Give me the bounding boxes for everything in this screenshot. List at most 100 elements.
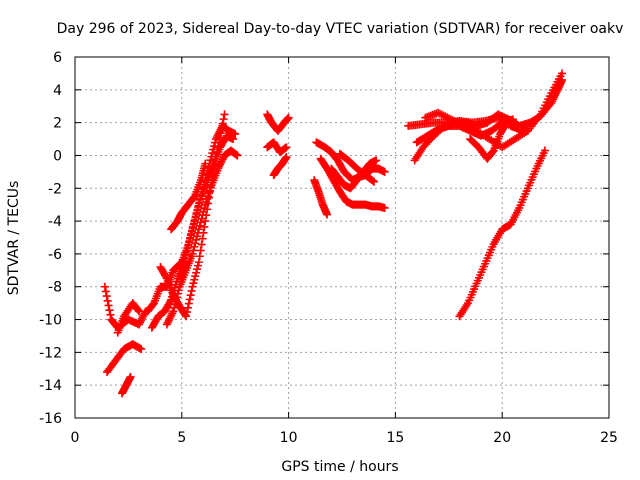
data-point <box>182 312 191 321</box>
data-point <box>103 296 112 305</box>
data-point <box>174 286 183 295</box>
data-point <box>126 372 135 381</box>
data-point <box>196 218 205 227</box>
chart-title: Day 296 of 2023, Sidereal Day-to-day VTE… <box>57 21 624 37</box>
data-point <box>197 214 206 223</box>
data-point <box>169 307 178 316</box>
y-tick-label: 0 <box>53 148 62 164</box>
data-point <box>380 203 389 212</box>
data-point <box>172 296 181 305</box>
data-point <box>104 301 113 310</box>
data-point <box>199 184 208 193</box>
data-point <box>231 130 240 139</box>
y-tick-label: -16 <box>39 411 62 427</box>
data-point <box>199 207 208 216</box>
data-point <box>161 272 170 281</box>
data-point <box>198 211 207 220</box>
data-point <box>105 306 114 315</box>
data-point <box>106 310 115 319</box>
data-point <box>218 119 227 128</box>
data-point <box>457 120 466 129</box>
series-arc-4 <box>113 299 144 337</box>
data-point <box>182 247 191 256</box>
data-point <box>194 225 203 234</box>
data-point <box>181 251 190 260</box>
x-tick-label: 5 <box>177 430 186 446</box>
data-point <box>206 156 215 165</box>
x-tick-label: 25 <box>600 430 618 446</box>
data-point <box>190 275 199 284</box>
data-point <box>191 272 200 281</box>
x-tick-label: 10 <box>280 430 298 446</box>
series-arc-2 <box>103 340 146 377</box>
x-axis-label: GPS time / hours <box>281 459 398 475</box>
data-point <box>189 222 198 231</box>
data-point <box>233 151 242 160</box>
axis-ticks: 0 5 10 15 20 25 -16 -14 -12 -10 -8 -6 -4 -2 0 2 4 6 <box>39 50 618 446</box>
series-arc-22 <box>466 118 520 163</box>
data-point <box>184 240 193 249</box>
series-arc-21 <box>421 69 567 152</box>
data-point <box>194 258 203 267</box>
data-point <box>187 286 196 295</box>
data-point <box>197 240 206 249</box>
data-point <box>193 232 202 241</box>
data-point <box>284 113 293 122</box>
data-point <box>372 156 381 165</box>
data-point <box>282 143 291 152</box>
data-point <box>558 69 567 78</box>
data-point <box>170 303 179 312</box>
series-arc-9 <box>167 159 210 234</box>
data-point <box>192 208 201 217</box>
y-tick-label: 4 <box>53 83 62 99</box>
series-arc-23 <box>455 146 549 321</box>
data-point <box>189 246 198 255</box>
data-point <box>137 345 146 354</box>
data-point <box>193 261 202 270</box>
x-tick-label: 20 <box>493 430 511 446</box>
data-point <box>201 159 210 168</box>
data-point <box>185 295 194 304</box>
data-point <box>208 149 217 158</box>
data-point <box>188 282 197 291</box>
data-point <box>101 287 110 296</box>
data-point <box>488 147 497 156</box>
data-point <box>190 215 199 224</box>
data-point <box>192 268 201 277</box>
series-arc-10 <box>263 110 293 135</box>
data-point <box>149 300 158 309</box>
data-point <box>196 246 205 255</box>
data-point <box>282 153 291 162</box>
data-point <box>522 128 531 137</box>
data-point <box>100 282 109 291</box>
y-axis-label: SDTVAR / TECUs <box>6 181 22 296</box>
data-point <box>189 279 198 288</box>
y-tick-label: 2 <box>53 116 62 132</box>
y-tick-label: -12 <box>39 345 62 361</box>
data-point <box>182 308 191 317</box>
data-point <box>215 133 224 142</box>
data-point <box>185 237 194 246</box>
data-point <box>323 210 332 219</box>
data-point <box>193 205 202 214</box>
data-point <box>220 110 229 119</box>
y-tick-label: -14 <box>39 378 62 394</box>
data-point <box>200 204 209 213</box>
data-point <box>194 201 203 210</box>
data-point <box>216 129 225 138</box>
data-point <box>191 239 200 248</box>
data-point <box>195 252 204 261</box>
data-point <box>186 291 195 300</box>
data-point <box>219 115 228 124</box>
data-point <box>183 244 192 253</box>
series-arc-8 <box>162 146 242 329</box>
data-point <box>134 306 143 315</box>
y-tick-label: -4 <box>48 214 62 230</box>
data-point <box>540 146 549 155</box>
data-point <box>196 194 205 203</box>
data-point <box>173 289 182 298</box>
plot-frame <box>74 56 610 419</box>
data-point <box>188 249 197 258</box>
y-tick-label: -6 <box>48 247 62 263</box>
